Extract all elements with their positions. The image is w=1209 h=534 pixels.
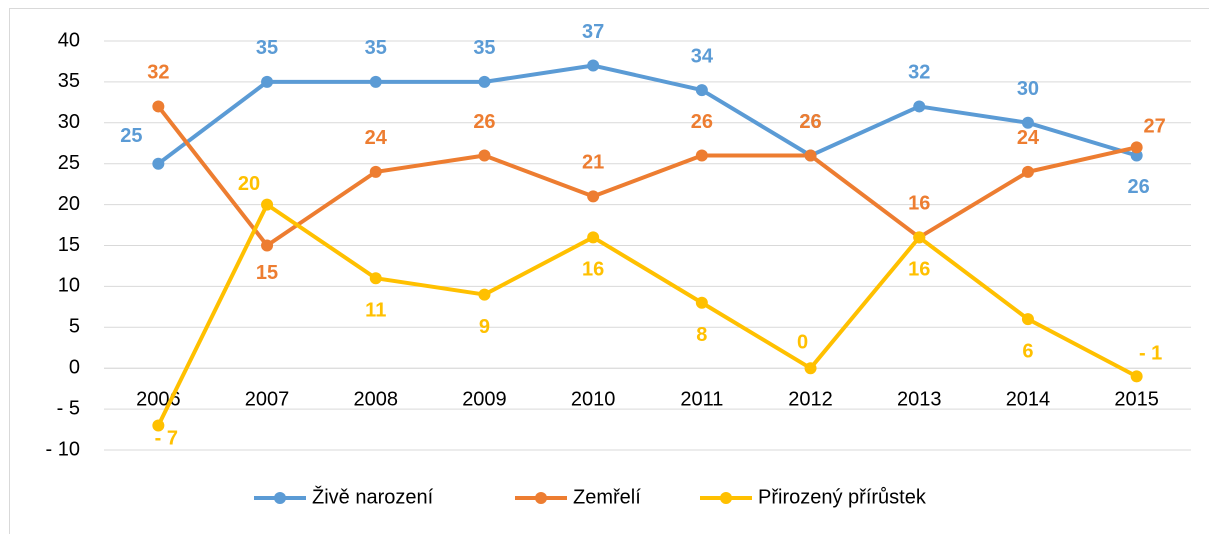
data-label: 26 — [799, 111, 821, 133]
data-label: 27 — [1144, 116, 1166, 138]
data-label: - 1 — [1139, 343, 1162, 365]
y-tick-label: 10 — [58, 275, 80, 297]
point — [369, 165, 382, 178]
data-label: 25 — [120, 125, 142, 147]
point — [478, 288, 491, 301]
data-label: 26 — [691, 111, 713, 133]
x-tick-label: 2010 — [571, 388, 616, 410]
point — [1130, 141, 1143, 154]
data-label: 0 — [797, 331, 808, 353]
x-tick-label: 2007 — [245, 388, 290, 410]
data-label: 6 — [1022, 340, 1033, 362]
point — [261, 75, 274, 88]
legend-marker — [274, 492, 286, 504]
series-line — [156, 202, 1138, 427]
y-tick-label: 5 — [69, 316, 80, 338]
data-label: 15 — [256, 262, 278, 284]
data-label: 35 — [473, 37, 495, 59]
point — [1130, 370, 1143, 383]
data-label: 32 — [147, 62, 169, 84]
x-tick-label: 2015 — [1114, 388, 1159, 410]
point — [261, 198, 274, 211]
legend-label: Zemřelí — [573, 486, 641, 508]
data-label: 37 — [582, 21, 604, 43]
point — [478, 149, 491, 162]
point — [152, 100, 165, 113]
point — [369, 75, 382, 88]
data-label: 21 — [582, 152, 604, 174]
point — [695, 149, 708, 162]
data-label: 16 — [908, 259, 930, 281]
point — [695, 84, 708, 97]
x-tick-label: 2011 — [680, 388, 723, 410]
data-label: 35 — [256, 37, 278, 59]
x-tick-label: 2014 — [1006, 388, 1051, 410]
data-label: 8 — [696, 324, 707, 346]
legend-marker — [535, 492, 547, 504]
legend-label: Živě narození — [312, 485, 434, 508]
y-tick-label: 20 — [58, 193, 80, 215]
point — [152, 157, 165, 170]
data-label: 34 — [691, 45, 714, 67]
series-line — [157, 63, 1138, 166]
x-tick-label: 2009 — [462, 388, 507, 410]
point — [695, 296, 708, 309]
point — [804, 149, 817, 162]
data-label: 26 — [1128, 176, 1150, 198]
data-label: 32 — [908, 62, 930, 84]
point — [261, 239, 274, 252]
y-tick-label: 0 — [69, 356, 80, 378]
data-label: 26 — [473, 111, 495, 133]
point — [587, 231, 600, 244]
point — [913, 100, 926, 113]
point — [1021, 116, 1034, 129]
y-tick-label: - 10 — [46, 438, 80, 460]
chart-frame — [9, 8, 1209, 534]
y-tick-label: 25 — [58, 152, 80, 174]
data-label: 9 — [479, 316, 490, 338]
y-tick-label: 30 — [58, 111, 80, 133]
point — [152, 419, 165, 432]
data-label: 24 — [1017, 127, 1040, 149]
series-line — [156, 105, 1138, 248]
x-tick-label: 2008 — [354, 388, 399, 410]
point — [1021, 165, 1034, 178]
point — [478, 75, 491, 88]
data-label: 30 — [1017, 78, 1039, 100]
data-label: - 7 — [155, 428, 178, 450]
point — [369, 272, 382, 285]
point — [587, 59, 600, 72]
y-tick-label: 35 — [58, 70, 80, 92]
data-label: 24 — [365, 127, 388, 149]
legend-label: Přirozený přírůstek — [758, 486, 927, 508]
data-label: 20 — [238, 173, 260, 195]
y-tick-label: 15 — [58, 234, 80, 256]
data-label: 16 — [582, 259, 604, 281]
data-label: 26 — [799, 111, 821, 133]
legend-marker — [720, 492, 732, 504]
data-label: 16 — [908, 193, 930, 215]
data-label: 35 — [365, 37, 387, 59]
y-tick-label: - 5 — [57, 397, 80, 419]
data-label: 11 — [365, 300, 386, 322]
y-tick-label: 40 — [58, 29, 80, 51]
point — [804, 362, 817, 375]
point — [1021, 313, 1034, 326]
point — [913, 231, 926, 244]
point — [587, 190, 600, 203]
x-tick-label: 2013 — [897, 388, 942, 410]
x-tick-label: 2012 — [788, 388, 833, 410]
